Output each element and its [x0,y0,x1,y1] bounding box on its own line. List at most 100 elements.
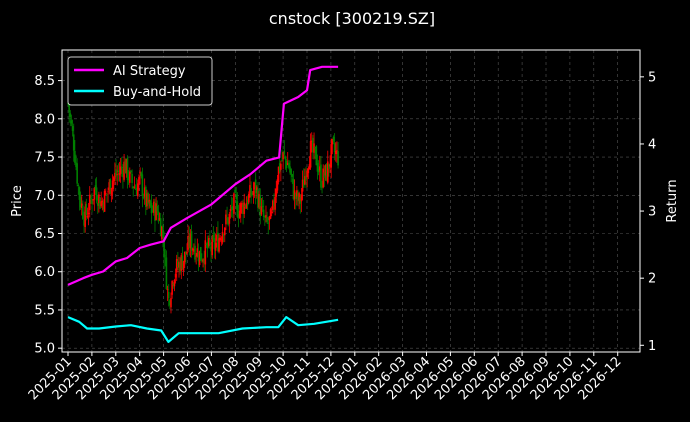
candle-body-down [332,137,335,142]
candle-body-up [125,159,128,174]
y-left-axis: 5.0 5.5 6.0 6.5 7.0 7.5 8.0 8.5 [34,74,62,357]
candle-body-up [111,180,114,190]
candle-body-down [135,187,138,195]
candle-body-up [301,179,304,192]
candle-body-down [230,207,233,210]
candle-body-up [118,173,121,176]
candle-body-down [169,300,171,306]
candle-body-down [205,243,208,245]
candle-body-down [244,205,247,207]
candle-body-down [122,169,124,178]
y-right-tick-label: 5 [648,70,656,85]
legend-label-buy-and-hold: Buy-and-Hold [113,85,201,100]
candle-body-up [138,177,140,184]
plot-frame [61,49,641,353]
y-right-tick-label: 3 [648,205,656,220]
candle-body-down [297,192,299,202]
candle-body-down [314,146,316,149]
candle-body-up [274,197,276,210]
candle-body-down [70,120,73,124]
candle-body-up [186,251,188,254]
candle-body-down [209,239,211,245]
candle-body-down [188,236,191,248]
candle-body-up [293,190,296,200]
candle-body-up [243,202,246,214]
candle-body-down [264,216,266,218]
candle-body-up [221,231,224,243]
candle-body-down [333,143,336,153]
candle-body-up [128,171,131,183]
candle-body-down [203,258,205,263]
candle-body-down [172,283,175,286]
candle-body-up [282,152,284,160]
candle-body-up [195,255,197,257]
candle-body-down [126,157,129,181]
candle-body-up [103,190,106,212]
y-right-axis-label: Return [665,179,680,222]
candle-body-up [248,193,250,203]
candle-body-up [158,218,161,221]
candle-body-up [256,187,258,190]
candle-body-down [181,255,184,270]
candle-body-up [300,194,303,202]
candle-body-up [249,185,251,198]
candle-body-down [316,163,319,172]
candle-body-down [124,161,127,174]
candle-body-down [96,203,99,206]
candle-body-down [167,291,170,299]
candle-body-up [229,208,232,212]
candle-body-up [241,203,243,207]
candle-body-up [275,188,278,197]
candle-body-down [250,188,252,197]
candle-body-down [320,164,322,188]
candle-body-down [120,166,123,169]
y-right-tick-label: 2 [648,272,656,287]
y-left-tick-label: 8.5 [34,74,55,89]
candle-body-up [166,289,169,291]
candle-body-up [133,186,136,188]
candle-body-down [210,246,212,252]
candle-body-up [86,216,89,218]
candle-body-up [175,258,178,273]
candle-body-down [246,199,249,206]
candle-body-up [329,164,331,167]
candle-body-down [185,251,187,256]
candle-body-down [197,251,200,262]
candle-body-down [261,205,264,208]
candle-body-up [204,240,207,265]
candle-body-up [161,226,163,240]
candle-body-up [108,182,110,191]
candle-body-up [238,210,241,218]
candle-body-down [254,179,257,194]
candle-body-down [312,137,314,153]
candle-body-down [117,170,120,172]
y-left-tick-label: 5.5 [34,303,55,318]
candle-body-down [149,200,152,207]
candle-body-down [85,203,88,216]
candle-body-down [68,103,70,113]
candle-body-up [112,177,115,182]
candle-body-down [291,174,294,177]
candle-body-down [302,179,305,188]
candle-body-down [190,231,193,252]
candle-body-down [222,234,225,236]
candle-body-down [289,166,291,173]
y-left-tick-label: 5.0 [34,342,55,357]
y-left-tick-label: 7.0 [34,189,55,204]
candle-body-up [276,179,279,191]
candle-body-up [178,262,180,268]
candle-body-up [265,215,267,218]
candle-body-down [140,172,143,177]
candle-body-up [307,168,310,174]
candle-body-up [258,194,260,208]
candle-body-up [330,144,333,168]
candle-body-up [148,199,151,203]
candle-body-up [137,183,139,197]
candle-body-up [196,248,199,257]
candle-body-up [189,233,192,249]
candle-body-up [253,182,256,190]
candle-body-down [156,205,159,212]
candle-body-down [154,202,156,221]
candle-body-down [109,179,112,194]
y-right-tick-label: 4 [648,137,656,152]
